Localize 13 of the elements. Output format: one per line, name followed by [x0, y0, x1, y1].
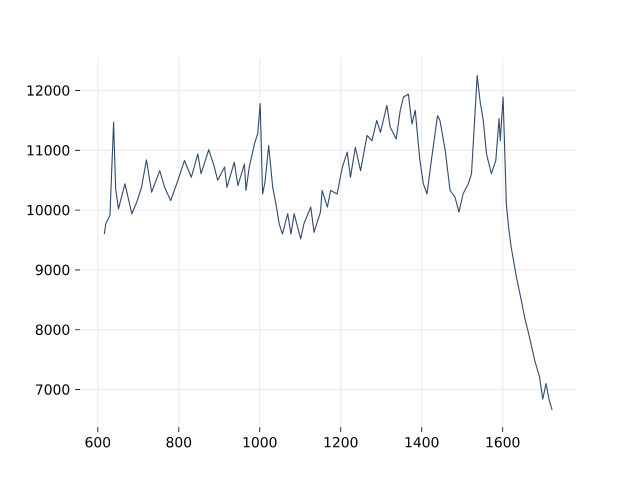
- y-tick-label: 9000: [36, 264, 70, 276]
- y-tick-label: 10000: [28, 204, 70, 216]
- x-tick-label: 1400: [406, 436, 438, 448]
- x-tick-label: 1600: [486, 436, 520, 448]
- y-tick-label: 11000: [28, 145, 70, 156]
- line-series: [104, 75, 553, 410]
- x-tick-label: 1200: [324, 436, 358, 448]
- y-tick-label: 7000: [36, 384, 70, 395]
- x-tick-label: 800: [166, 436, 192, 448]
- x-tick-label: 600: [86, 436, 110, 448]
- x-tick-label: 1000: [244, 436, 277, 448]
- y-tick-label: 8000: [36, 324, 70, 335]
- y-tick-label: 12000: [28, 85, 70, 96]
